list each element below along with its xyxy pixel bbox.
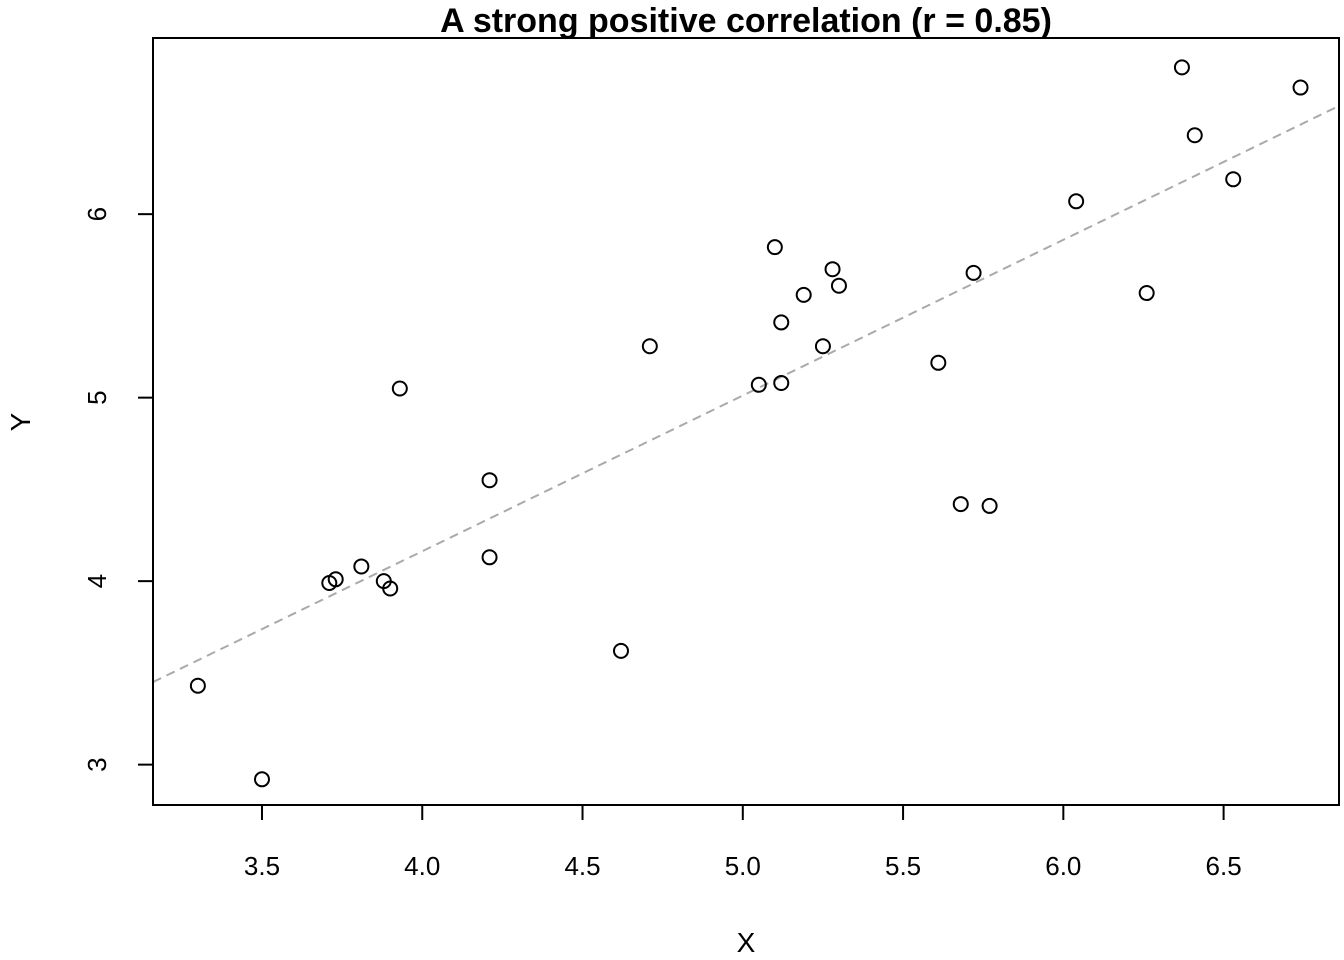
- data-point: [612, 642, 629, 659]
- x-tick-label: 5.5: [885, 851, 921, 881]
- data-point: [981, 497, 998, 514]
- y-tick-label: 4: [82, 574, 112, 588]
- data-point: [750, 376, 767, 393]
- data-point: [814, 338, 831, 355]
- data-point: [830, 277, 847, 294]
- data-point: [1225, 171, 1242, 188]
- x-axis: 3.5 4.0 4.5 5.0 5.5 6.0 6.5: [244, 804, 1242, 881]
- x-tick-label: 5.0: [725, 851, 761, 881]
- data-point: [1186, 127, 1203, 144]
- y-tick-label: 5: [82, 390, 112, 404]
- y-tick-label: 3: [82, 757, 112, 771]
- data-point: [952, 496, 969, 513]
- data-point: [773, 374, 790, 391]
- data-point: [824, 261, 841, 278]
- y-axis-label: Y: [5, 412, 36, 431]
- trend-line: [152, 104, 1340, 683]
- data-point: [327, 571, 344, 588]
- data-point: [641, 338, 658, 355]
- data-point: [773, 314, 790, 331]
- data-point: [382, 580, 399, 597]
- data-point: [1068, 193, 1085, 210]
- x-tick-label: 4.0: [404, 851, 440, 881]
- data-point: [1138, 285, 1155, 302]
- points-layer: [189, 59, 1309, 788]
- data-point: [766, 239, 783, 256]
- chart-title: A strong positive correlation (r = 0.85): [440, 2, 1052, 40]
- x-tick-label: 4.5: [564, 851, 600, 881]
- data-point: [965, 264, 982, 281]
- data-point: [1173, 59, 1190, 76]
- x-axis-label: X: [737, 927, 756, 958]
- data-point: [930, 354, 947, 371]
- data-point: [795, 286, 812, 303]
- trendline-layer: [152, 104, 1340, 683]
- data-point: [253, 771, 270, 788]
- data-point: [481, 472, 498, 489]
- x-tick-label: 6.5: [1206, 851, 1242, 881]
- plot-frame: [152, 37, 1340, 806]
- data-point: [1292, 79, 1309, 96]
- data-point: [391, 380, 408, 397]
- y-axis: 3 4 5 6: [82, 207, 154, 772]
- x-tick-label: 3.5: [244, 851, 280, 881]
- data-point: [189, 677, 206, 694]
- y-tick-label: 6: [82, 207, 112, 221]
- data-point: [353, 558, 370, 575]
- data-point: [481, 549, 498, 566]
- x-tick-label: 6.0: [1045, 851, 1081, 881]
